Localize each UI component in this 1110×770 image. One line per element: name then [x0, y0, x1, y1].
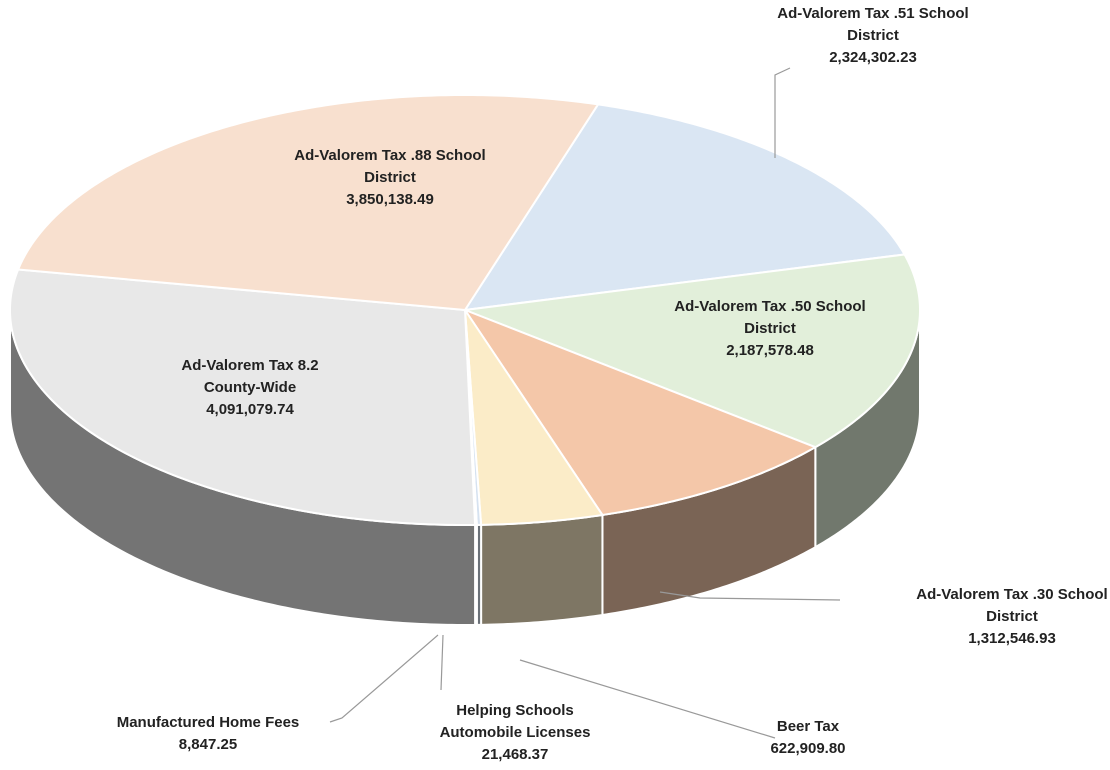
slice: [16, 94, 600, 312]
slice: [463, 306, 605, 526]
slice: [462, 307, 818, 517]
leader-line: [440, 634, 444, 691]
slice-label: Helping Schools Automobile Licenses: [439, 702, 591, 741]
slice-label: Ad-Valorem Tax .30 School District: [916, 586, 1108, 625]
slice-label: Ad-Valorem Tax .88 School District: [294, 147, 486, 186]
slice-value: 2,187,578.48: [726, 342, 814, 359]
leader-line: [519, 659, 776, 739]
slice-value: 21,468.37: [481, 746, 549, 763]
slice-value: 8,847.25: [178, 736, 238, 753]
slice-value: 2,324,302.23: [829, 49, 917, 66]
leader-line: [329, 634, 439, 723]
slice-side: [480, 513, 604, 626]
slice-label: Ad-Valorem Tax .50 School District: [674, 298, 866, 337]
slice-label: Ad-Valorem Tax 8.2 County-Wide: [181, 357, 319, 396]
slice-label: Manufactured Home Fees: [116, 714, 300, 731]
leader-line: [659, 591, 841, 601]
slice-value: 1,312,546.93: [968, 630, 1056, 647]
slice: [9, 268, 477, 526]
slice-label: Beer Tax: [776, 718, 840, 735]
leader-line: [774, 67, 791, 158]
slice-value: 3,850,138.49: [346, 191, 434, 208]
slice: [464, 253, 921, 449]
slice-label: Ad-Valorem Tax .51 School District: [777, 5, 969, 44]
slice-value: 622,909.80: [770, 740, 846, 757]
slice: [462, 103, 907, 312]
slice-value: 4,091,079.74: [206, 401, 294, 418]
